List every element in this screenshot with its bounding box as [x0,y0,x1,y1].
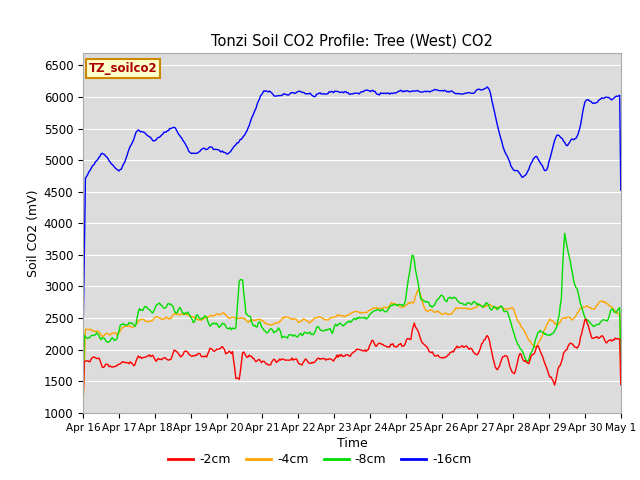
-4cm [306,320,314,326]
-4cm [79,399,87,405]
-16cm [474,86,482,92]
-8cm [406,268,413,274]
-16cm [569,136,577,142]
-16cm [79,325,87,331]
-16cm [246,119,254,125]
-16cm [380,90,388,96]
Title: Tonzi Soil CO2 Profile: Tree (West) CO2: Tonzi Soil CO2 Profile: Tree (West) CO2 [211,34,493,49]
-2cm [246,354,254,360]
Line: -4cm: -4cm [83,289,621,402]
-4cm [476,302,483,308]
Line: -8cm: -8cm [83,233,621,382]
-16cm [483,84,491,90]
-8cm [246,314,254,320]
-4cm [617,352,625,358]
-4cm [569,317,577,323]
-16cm [617,187,625,193]
-16cm [406,89,413,95]
-8cm [561,230,568,236]
-8cm [569,271,577,276]
-8cm [79,379,87,384]
-2cm [79,396,87,402]
-2cm [406,336,413,342]
-2cm [617,382,625,387]
-8cm [617,360,625,366]
-2cm [582,316,590,322]
-4cm [406,300,413,306]
X-axis label: Time: Time [337,437,367,450]
-8cm [380,308,388,314]
-2cm [306,360,314,366]
Legend: -2cm, -4cm, -8cm, -16cm: -2cm, -4cm, -8cm, -16cm [163,448,477,471]
-8cm [474,301,482,307]
-4cm [380,304,388,310]
Line: -2cm: -2cm [83,319,621,399]
Text: TZ_soilco2: TZ_soilco2 [88,62,157,75]
Line: -16cm: -16cm [83,87,621,328]
-16cm [306,90,314,96]
-4cm [415,287,422,292]
Y-axis label: Soil CO2 (mV): Soil CO2 (mV) [27,189,40,276]
-2cm [474,350,482,356]
-2cm [380,343,388,348]
-4cm [246,318,254,324]
-2cm [568,341,575,347]
-8cm [306,329,314,335]
